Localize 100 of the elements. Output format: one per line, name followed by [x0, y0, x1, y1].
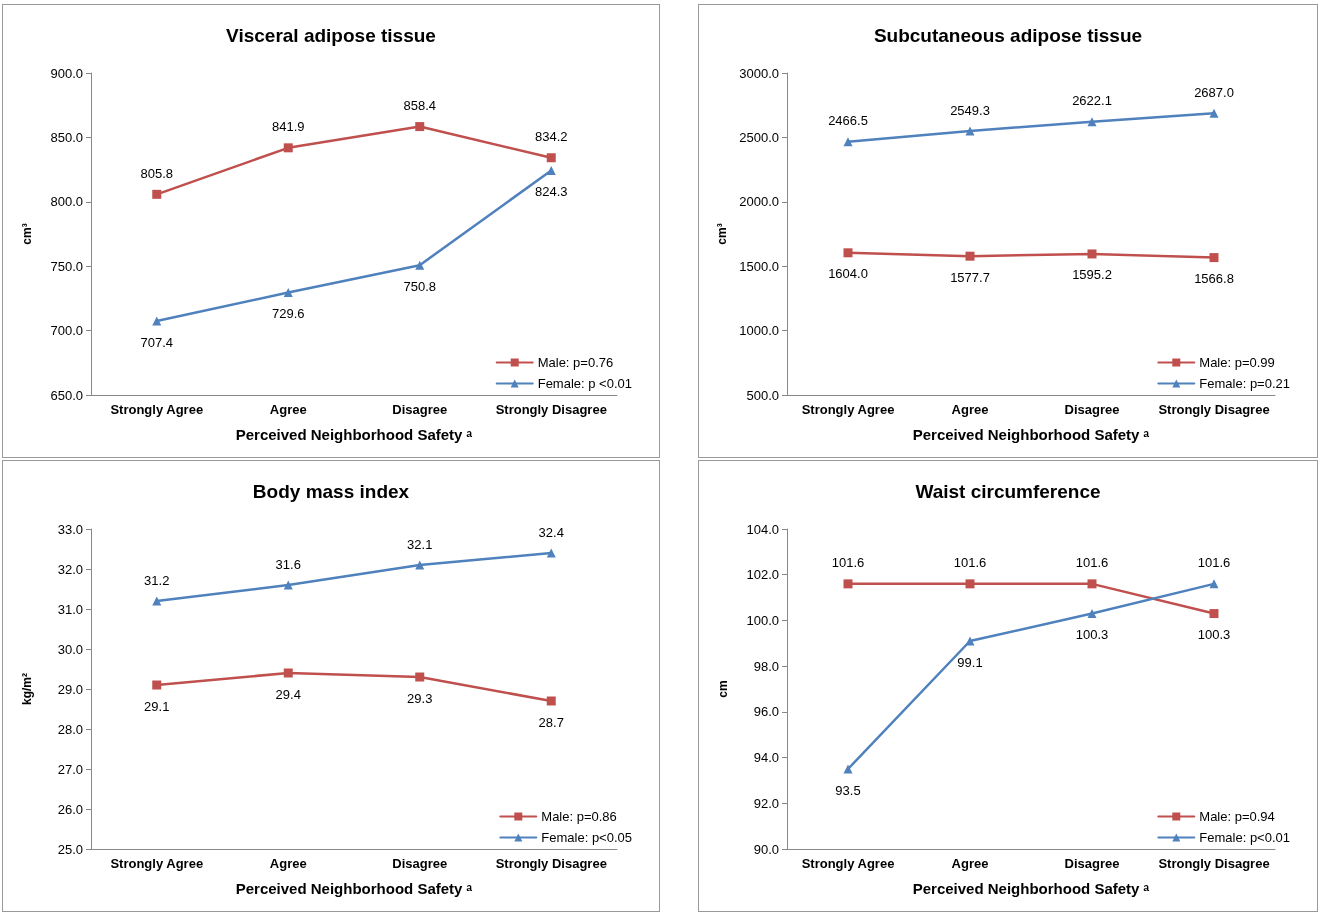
x-axis-title: Perceived Neighborhood Safety ᵃ	[235, 426, 473, 443]
y-tick-label: 33.0	[57, 521, 83, 537]
x-tick-label: Agree	[951, 856, 989, 871]
point	[843, 248, 853, 258]
y-tick-label: 1500.0	[739, 258, 779, 274]
data-label: 101.6	[831, 555, 865, 571]
x-axis-title: Perceived Neighborhood Safety ᵃ	[235, 880, 473, 897]
y-tick-label: 28.0	[57, 721, 83, 737]
x-tick-label: Agree	[951, 402, 989, 417]
data-label: 100.3	[1075, 627, 1109, 643]
point	[283, 580, 293, 590]
x-tick-label: Strongly Agree	[801, 856, 895, 871]
chart-title: Waist circumference	[915, 481, 1101, 502]
point	[283, 143, 293, 153]
data-label: 1604.0	[828, 266, 868, 282]
data-label: 805.8	[140, 165, 174, 181]
point	[1087, 609, 1097, 619]
data-label: 29.1	[144, 698, 170, 714]
point	[1209, 609, 1219, 619]
y-axis-title: cm³	[20, 223, 34, 245]
legend-label: Female: p <0.01	[537, 376, 633, 391]
data-label: 93.5	[835, 782, 861, 798]
data-label: 29.3	[407, 690, 433, 706]
data-label: 1595.2	[1072, 267, 1112, 283]
data-label: 729.6	[271, 305, 305, 321]
y-tick-label: 102.0	[746, 567, 779, 583]
y-axis-title: cm	[716, 680, 730, 698]
data-label: 32.4	[538, 524, 564, 540]
data-label: 707.4	[140, 334, 174, 350]
point	[152, 316, 162, 326]
data-label: 28.7	[538, 714, 564, 730]
data-label: 99.1	[957, 654, 983, 670]
x-tick-label: Disagree	[392, 402, 448, 417]
point	[546, 548, 556, 558]
legend-label: Female: p<0.05	[541, 830, 633, 845]
y-tick-label: 29.0	[57, 681, 83, 697]
data-label: 834.2	[534, 129, 568, 145]
legend-label: Male: p=0.76	[537, 355, 614, 370]
point	[1087, 249, 1097, 259]
data-label: 2549.3	[950, 102, 990, 118]
data-label: 31.2	[144, 572, 170, 588]
point	[415, 560, 425, 570]
x-tick-label: Disagree	[1064, 856, 1120, 871]
point	[965, 579, 975, 589]
x-tick-label: Strongly Agree	[110, 402, 204, 417]
point	[546, 166, 556, 175]
point	[965, 251, 975, 261]
point	[843, 137, 853, 147]
point	[1087, 117, 1097, 127]
point	[1209, 579, 1219, 589]
data-label: 29.4	[275, 686, 301, 702]
x-tick-label: Strongly Disagree	[495, 856, 607, 871]
y-tick-label: 850.0	[50, 129, 83, 145]
data-label: 824.3	[534, 184, 568, 199]
point	[415, 122, 425, 132]
y-axis-title: cm³	[715, 223, 730, 245]
data-label: 1577.7	[950, 269, 990, 285]
y-tick-label: 98.0	[753, 658, 779, 674]
point	[152, 596, 162, 606]
y-tick-label: 650.0	[50, 387, 83, 403]
x-tick-label: Strongly Disagree	[1158, 856, 1270, 871]
data-label: 1566.8	[1194, 271, 1234, 287]
point	[152, 189, 162, 199]
legend-label: Female: p=0.21	[1199, 376, 1291, 391]
data-label: 101.6	[1075, 555, 1109, 571]
data-label: 2622.1	[1072, 93, 1112, 109]
data-label: 100.3	[1197, 627, 1231, 643]
chart-title: Body mass index	[252, 481, 410, 502]
y-tick-label: 30.0	[57, 641, 83, 657]
chart-title: Visceral adipose tissue	[226, 25, 436, 46]
y-tick-label: 800.0	[50, 194, 83, 210]
x-tick-label: Strongly Agree	[110, 856, 204, 871]
x-axis-title: Perceived Neighborhood Safety ᵃ	[912, 880, 1150, 897]
y-tick-label: 900.0	[50, 65, 83, 81]
y-tick-label: 27.0	[57, 761, 83, 777]
y-tick-label: 26.0	[57, 801, 83, 817]
data-label: 858.4	[403, 98, 437, 114]
data-label: 2687.0	[1194, 84, 1234, 100]
x-tick-label: Strongly Disagree	[495, 402, 607, 417]
y-tick-label: 1000.0	[739, 323, 779, 339]
legend-label: Male: p=0.99	[1199, 355, 1275, 370]
y-tick-label: 700.0	[50, 323, 83, 339]
x-tick-label: Agree	[269, 402, 307, 417]
y-tick-label: 90.0	[753, 841, 779, 857]
x-axis-title: Perceived Neighborhood Safety ᵃ	[912, 426, 1150, 443]
y-tick-label: 2500.0	[739, 129, 779, 145]
y-tick-label: 94.0	[753, 750, 779, 766]
x-tick-label: Disagree	[1064, 402, 1120, 417]
point	[152, 680, 162, 690]
chart-title: Subcutaneous adipose tissue	[873, 25, 1143, 46]
y-tick-label: 31.0	[57, 601, 83, 617]
data-label: 841.9	[271, 119, 305, 135]
data-label: 32.1	[407, 536, 433, 552]
point	[965, 126, 975, 136]
point	[965, 636, 975, 646]
y-tick-label: 3000.0	[739, 65, 779, 81]
y-tick-label: 500.0	[746, 387, 779, 403]
point	[415, 260, 425, 270]
point	[283, 287, 293, 297]
y-tick-label: 25.0	[57, 841, 83, 857]
